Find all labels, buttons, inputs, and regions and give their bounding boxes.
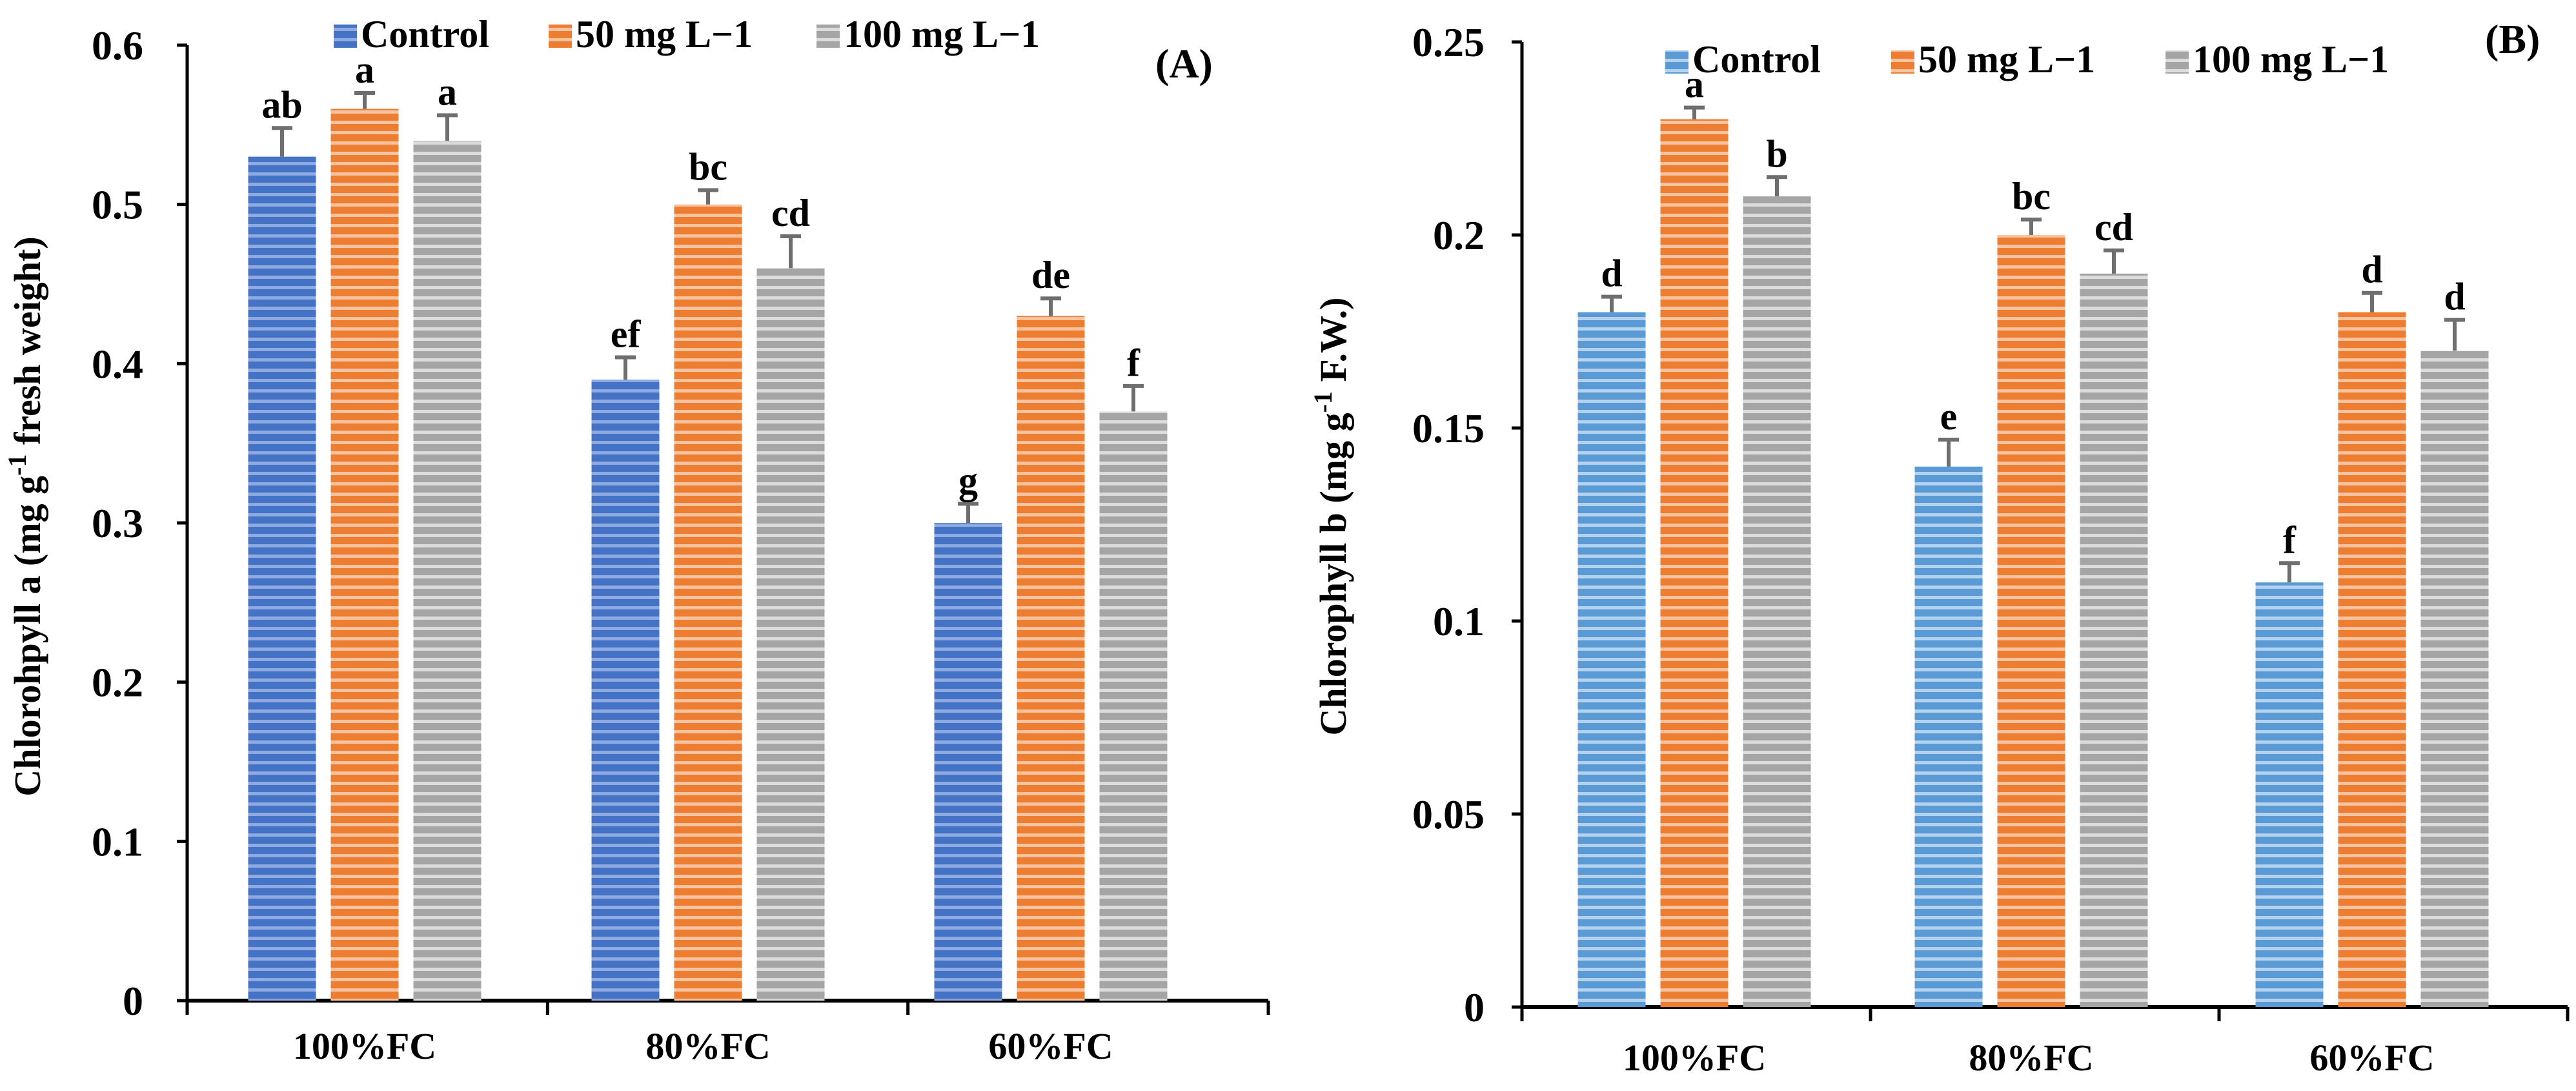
bar-a-100-mg-l-1-0 (413, 141, 482, 1001)
significance-letter-b: d (2444, 276, 2465, 318)
y-tick-label-a: 0 (123, 978, 143, 1024)
bar-a-control-2 (934, 523, 1002, 1001)
significance-letter-b: d (1601, 252, 1622, 295)
legend-swatch-a (816, 25, 840, 48)
y-tick-label-a: 0.3 (92, 500, 143, 546)
significance-letter-a: bc (689, 145, 727, 188)
y-tick-label-b: 0.2 (1433, 212, 1485, 258)
chart-panel-b: (B) Chlorophyll b (mg g-1 F.W.) Control 5… (1308, 16, 2570, 1079)
significance-letter-a: cd (771, 192, 810, 234)
legend-swatch-b (2165, 50, 2189, 74)
significance-letter-b: a (1685, 63, 1704, 106)
bar-b-control-0 (1577, 312, 1646, 1008)
legend-label-a: Control (361, 13, 489, 56)
significance-letter-a: de (1031, 254, 1070, 296)
x-category-label-a: 60%FC (988, 1025, 1113, 1067)
y-axis-title-b: Chlorophyll b (mg g-1 F.W.) (1308, 297, 1354, 735)
legend-label-a: 50 mg L−1 (576, 13, 753, 56)
x-category-label-a: 80%FC (645, 1025, 770, 1067)
legend-label-b: 50 mg L−1 (1918, 38, 2095, 81)
y-tick-label-a: 0.6 (92, 23, 143, 68)
significance-letter-a: a (438, 71, 457, 114)
bar-a-100-mg-l-1-1 (756, 268, 825, 1001)
significance-letter-a: a (355, 48, 374, 91)
y-tick-label-a: 0.4 (92, 341, 143, 387)
legend-swatch-a (334, 25, 357, 48)
significance-letter-a: ab (261, 83, 302, 126)
chart-panel-a: (A) Chlorohpyll a (mg g-1 fresh weight) … (3, 13, 1270, 1067)
legend-swatch-a (549, 25, 572, 48)
bar-b-100-mg-l-1-1 (2080, 273, 2148, 1007)
bar-b-100-mg-l-1-0 (1743, 196, 1811, 1008)
significance-letter-b: bc (2012, 175, 2051, 218)
y-tick-label-a: 0.1 (92, 819, 143, 864)
x-category-label-b: 80%FC (1969, 1037, 2093, 1079)
bar-b-100-mg-l-1-2 (2420, 351, 2489, 1007)
legend-label-a: 100 mg L−1 (844, 13, 1040, 56)
bar-b-control-2 (2255, 582, 2324, 1007)
bar-a-50-mg-l-1-0 (330, 108, 399, 1001)
y-tick-label-b: 0 (1464, 984, 1485, 1030)
legend-swatch-b (1665, 50, 1689, 74)
legend-swatch-b (1891, 50, 1914, 74)
y-tick-label-b: 0.15 (1412, 405, 1485, 451)
bar-a-50-mg-l-1-1 (674, 204, 742, 1001)
significance-letter-a: g (958, 459, 978, 502)
significance-letter-a: f (1127, 342, 1141, 384)
bar-a-100-mg-l-1-2 (1099, 411, 1168, 1001)
bar-b-50-mg-l-1-0 (1660, 119, 1729, 1008)
panel-label-b: (B) (2485, 16, 2540, 62)
bar-a-control-0 (248, 156, 316, 1001)
x-category-label-b: 60%FC (2309, 1037, 2434, 1079)
bar-a-control-1 (591, 380, 660, 1001)
significance-letter-b: cd (2094, 206, 2133, 249)
y-axis-title-a: Chlorohpyll a (mg g-1 fresh weight) (3, 236, 48, 796)
panel-label-a: (A) (1155, 41, 1213, 87)
bar-b-50-mg-l-1-1 (1997, 235, 2065, 1007)
bar-a-50-mg-l-1-2 (1017, 316, 1085, 1001)
legend-label-b: 100 mg L−1 (2193, 38, 2389, 81)
significance-letter-a: ef (611, 312, 642, 355)
legend-b: Control 50 mg L−1 100 mg L−1 (1665, 38, 2389, 81)
significance-letter-b: d (2361, 249, 2382, 291)
y-tick-label-b: 0.1 (1433, 598, 1485, 644)
legend-a: Control 50 mg L−1 100 mg L−1 (334, 13, 1040, 56)
significance-letter-b: e (1940, 395, 1958, 438)
significance-letter-b: b (1766, 132, 1787, 175)
bar-b-control-1 (1914, 466, 1983, 1007)
significance-letter-b: f (2283, 518, 2297, 561)
y-tick-label-b: 0.05 (1412, 791, 1485, 837)
y-tick-label-b: 0.25 (1412, 19, 1485, 65)
y-tick-label-a: 0.5 (92, 182, 143, 228)
x-category-label-b: 100%FC (1623, 1037, 1766, 1079)
legend-label-b: Control (1692, 38, 1821, 81)
x-category-label-a: 100%FC (293, 1025, 436, 1067)
bar-b-50-mg-l-1-2 (2338, 312, 2406, 1008)
y-tick-label-a: 0.2 (92, 660, 143, 706)
